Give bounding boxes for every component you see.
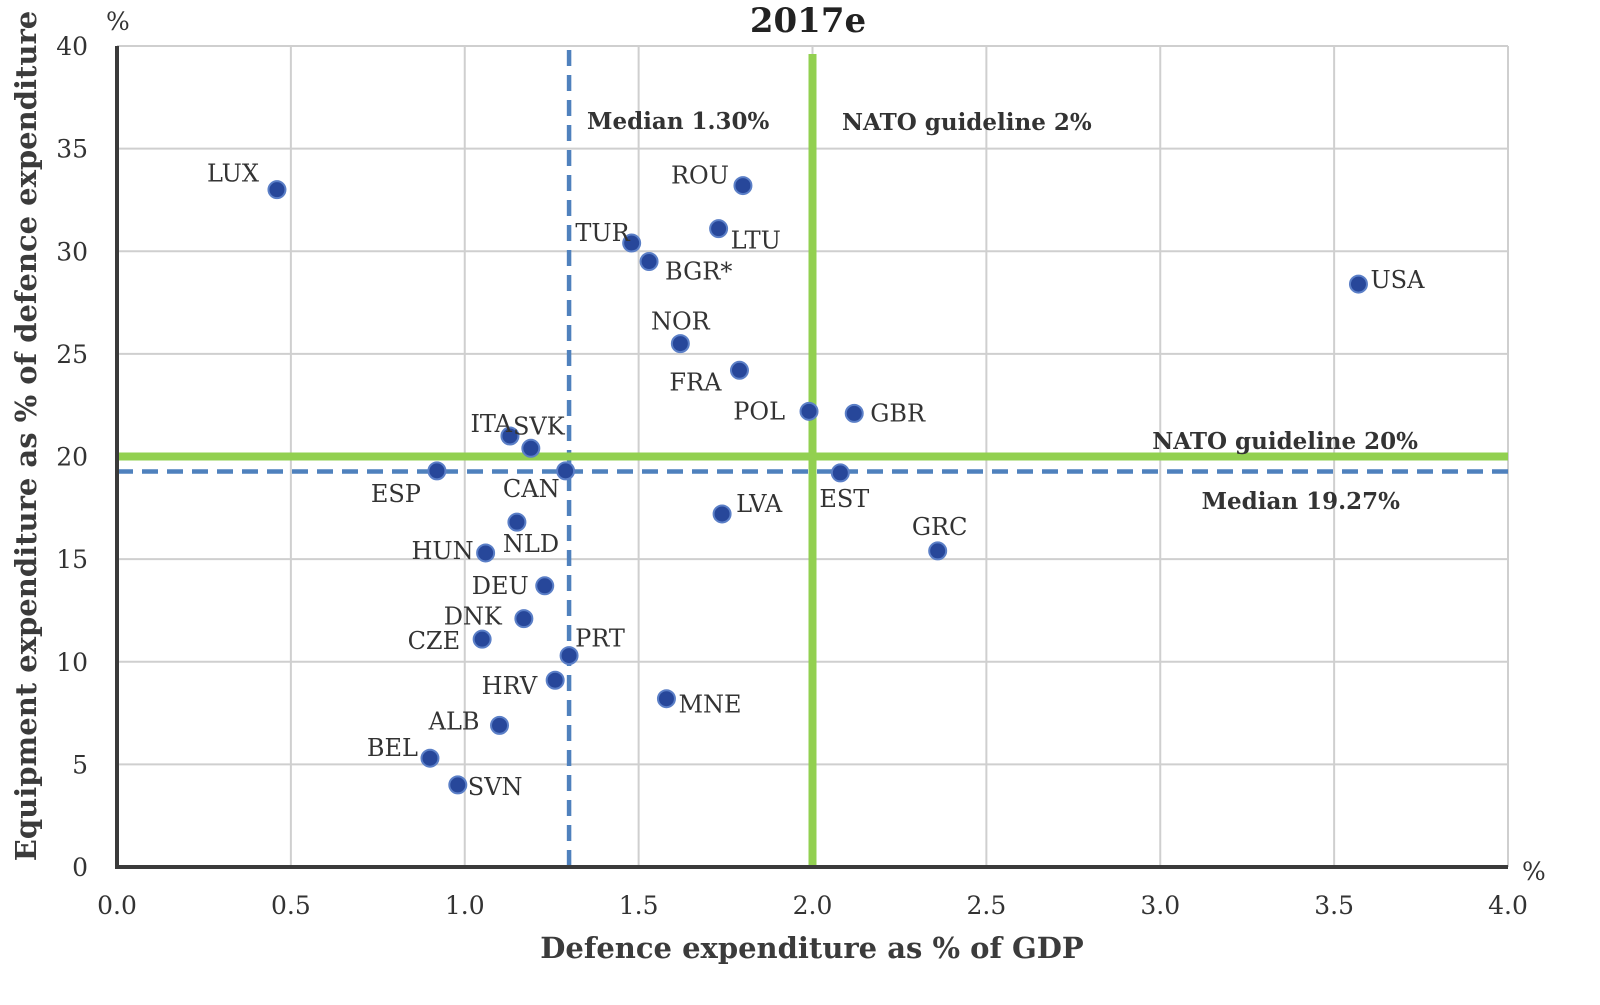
- point-label: HUN: [411, 537, 473, 565]
- data-point: [514, 609, 534, 629]
- y-tick-label: 15: [56, 545, 88, 574]
- y-tick-label: 20: [56, 443, 88, 472]
- x-tick-label: 2.0: [793, 891, 833, 920]
- data-point: [448, 775, 468, 795]
- x-tick-label: 0.5: [271, 891, 311, 920]
- point-label: SVK: [513, 412, 566, 440]
- point-label: BEL: [367, 734, 418, 762]
- reference-line-labels: Median 1.30% NATO guideline 2% NATO guidel…: [587, 108, 1418, 515]
- data-point: [656, 689, 676, 709]
- point-labels: LUX ROU LTU TUR BGR* USA NOR FRA POL GBR ITA SVK ESP…: [207, 160, 1425, 801]
- y-axis-title: Equipment expenditure as % of defence ex…: [9, 11, 43, 861]
- x-axis-title: Defence expenditure as % of GDP: [540, 931, 1084, 965]
- point-label: LTU: [731, 227, 781, 255]
- median-y-label: Median 19.27%: [1202, 488, 1401, 515]
- point-label: TUR: [575, 219, 630, 247]
- data-point: [799, 401, 819, 421]
- nato-20pct-label: NATO guideline 20%: [1152, 428, 1418, 455]
- data-point: [476, 543, 496, 563]
- x-tick-labels: 0.0 0.5 1.0 1.5 2.0 2.5 3.0 3.5 4.0: [97, 891, 1528, 920]
- data-point: [521, 438, 541, 458]
- x-tick-label: 2.5: [966, 891, 1006, 920]
- data-point: [420, 748, 440, 768]
- point-label: ALB: [428, 707, 480, 735]
- point-label: BGR*: [665, 258, 732, 286]
- point-label: SVN: [468, 773, 523, 801]
- data-point: [670, 334, 690, 354]
- x-tick-label: 1.5: [619, 891, 659, 920]
- y-tick-label: 30: [56, 237, 88, 266]
- point-label: POL: [733, 397, 785, 425]
- data-point: [639, 252, 659, 272]
- data-point: [1348, 274, 1368, 294]
- point-label: ROU: [671, 162, 729, 190]
- data-point: [556, 461, 576, 481]
- point-label: DNK: [444, 603, 503, 631]
- y-tick-label: 5: [72, 750, 88, 779]
- point-label: CAN: [503, 475, 560, 503]
- y-tick-label: 0: [72, 853, 88, 882]
- y-tick-label: 10: [56, 648, 88, 677]
- point-label: GBR: [870, 399, 926, 427]
- median-x-label: Median 1.30%: [587, 108, 770, 135]
- x-tick-label: 3.0: [1140, 891, 1180, 920]
- point-label: DEU: [472, 572, 529, 600]
- point-label: NOR: [651, 308, 711, 336]
- data-point: [709, 219, 729, 239]
- data-point: [535, 576, 555, 596]
- x-tick-label: 3.5: [1314, 891, 1354, 920]
- y-tick-label: 40: [56, 32, 88, 61]
- x-tick-label: 0.0: [97, 891, 137, 920]
- y-tick-label: 35: [56, 135, 88, 164]
- data-point: [427, 461, 447, 481]
- data-point: [844, 403, 864, 423]
- point-label: USA: [1370, 266, 1425, 294]
- data-point: [733, 176, 753, 196]
- point-label: ITA: [470, 410, 512, 438]
- point-label: LUX: [207, 160, 259, 188]
- data-point: [545, 670, 565, 690]
- point-label: PRT: [575, 625, 625, 653]
- data-point: [267, 180, 287, 200]
- data-point: [559, 646, 579, 666]
- data-point: [500, 426, 520, 446]
- x-tick-label: 1.0: [445, 891, 485, 920]
- point-label: GRC: [912, 513, 968, 541]
- data-point: [622, 233, 642, 253]
- point-label: NLD: [503, 530, 559, 558]
- data-points: [267, 176, 1368, 795]
- data-point: [729, 360, 749, 380]
- y-tick-label: 25: [56, 340, 88, 369]
- data-point: [830, 463, 850, 483]
- x-tick-label: 4.0: [1488, 891, 1528, 920]
- point-label: LVA: [736, 490, 783, 518]
- point-label: CZE: [408, 627, 461, 655]
- data-point: [507, 512, 527, 532]
- y-tick-labels: 0 5 10 15 20 25 30 35 40: [56, 32, 88, 882]
- point-label: ESP: [371, 480, 421, 508]
- chart-title: 2017e: [750, 1, 866, 41]
- x-axis-unit: %: [1522, 857, 1546, 886]
- axes: [115, 46, 1508, 869]
- data-point: [472, 629, 492, 649]
- point-label: EST: [819, 485, 869, 513]
- point-label: MNE: [678, 691, 741, 719]
- data-point: [490, 715, 510, 735]
- data-point: [712, 504, 732, 524]
- point-label: HRV: [482, 672, 538, 700]
- y-axis-unit: %: [106, 7, 130, 36]
- data-point: [928, 541, 948, 561]
- nato-2pct-label: NATO guideline 2%: [842, 109, 1092, 136]
- point-label: FRA: [669, 368, 722, 396]
- reference-lines: [117, 50, 1508, 867]
